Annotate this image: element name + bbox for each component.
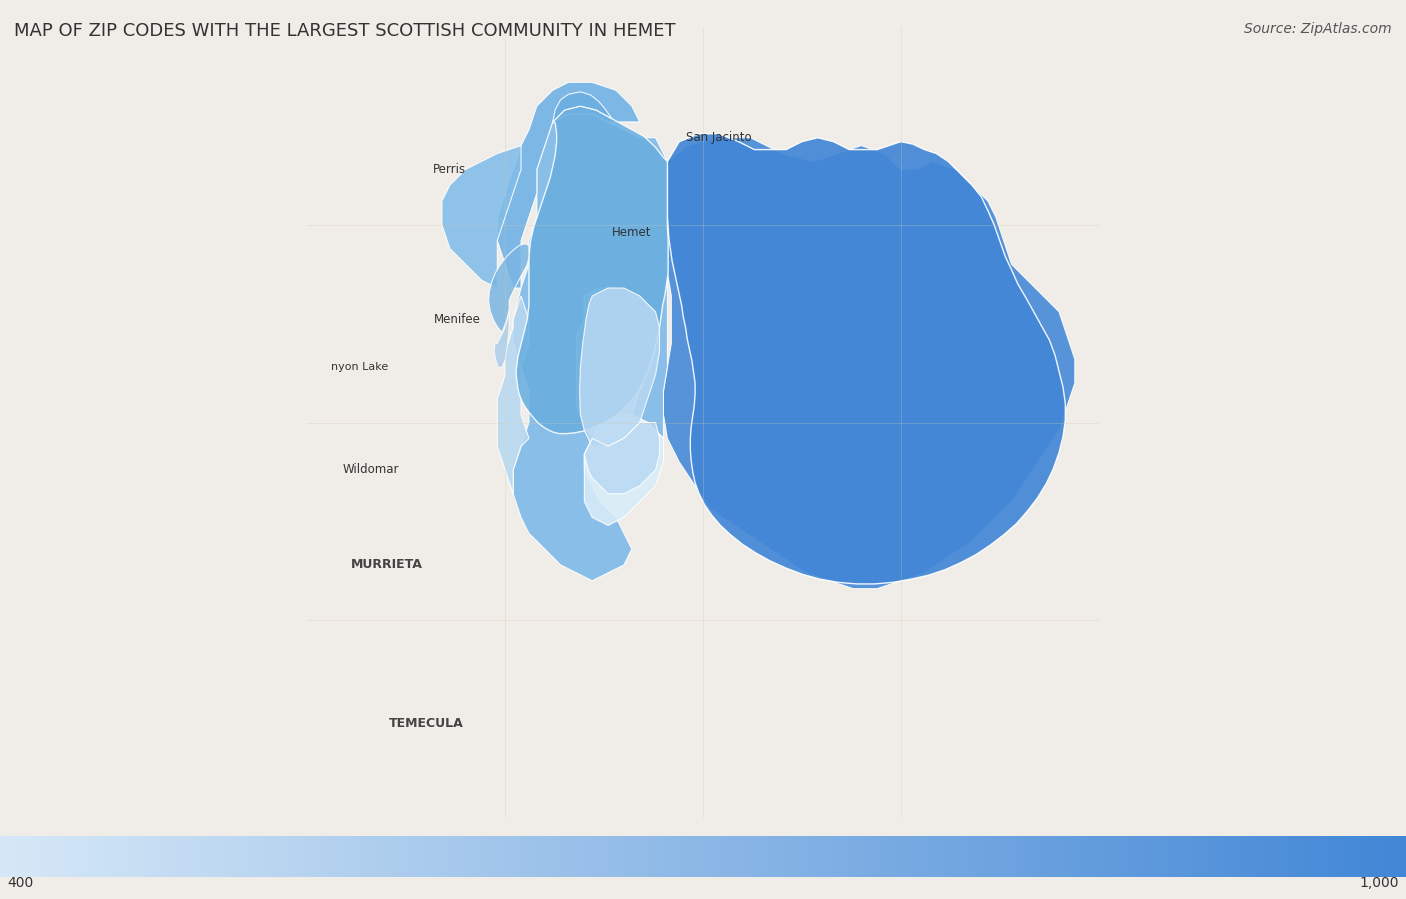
Polygon shape bbox=[579, 288, 659, 446]
Polygon shape bbox=[516, 106, 668, 433]
Text: Perris: Perris bbox=[433, 163, 467, 176]
Polygon shape bbox=[668, 134, 1066, 584]
Text: Source: ZipAtlas.com: Source: ZipAtlas.com bbox=[1244, 22, 1392, 37]
Polygon shape bbox=[553, 92, 612, 122]
Polygon shape bbox=[441, 146, 522, 288]
Polygon shape bbox=[585, 423, 659, 494]
Text: nyon Lake: nyon Lake bbox=[332, 362, 388, 372]
Polygon shape bbox=[498, 83, 640, 288]
Text: Wildomar: Wildomar bbox=[343, 464, 399, 476]
Polygon shape bbox=[494, 312, 509, 367]
Text: TEMECULA: TEMECULA bbox=[388, 717, 464, 730]
Text: 400: 400 bbox=[7, 876, 34, 890]
Polygon shape bbox=[576, 288, 655, 439]
Text: MAP OF ZIP CODES WITH THE LARGEST SCOTTISH COMMUNITY IN HEMET: MAP OF ZIP CODES WITH THE LARGEST SCOTTI… bbox=[14, 22, 676, 40]
Polygon shape bbox=[513, 114, 668, 581]
Text: Hemet: Hemet bbox=[612, 227, 651, 239]
Text: Menifee: Menifee bbox=[434, 313, 481, 326]
Polygon shape bbox=[498, 296, 529, 494]
Text: MURRIETA: MURRIETA bbox=[350, 558, 422, 572]
Polygon shape bbox=[664, 138, 1074, 589]
Polygon shape bbox=[489, 244, 529, 333]
Text: 1,000: 1,000 bbox=[1360, 876, 1399, 890]
Text: San Jacinto: San Jacinto bbox=[686, 131, 752, 144]
Polygon shape bbox=[585, 414, 664, 525]
